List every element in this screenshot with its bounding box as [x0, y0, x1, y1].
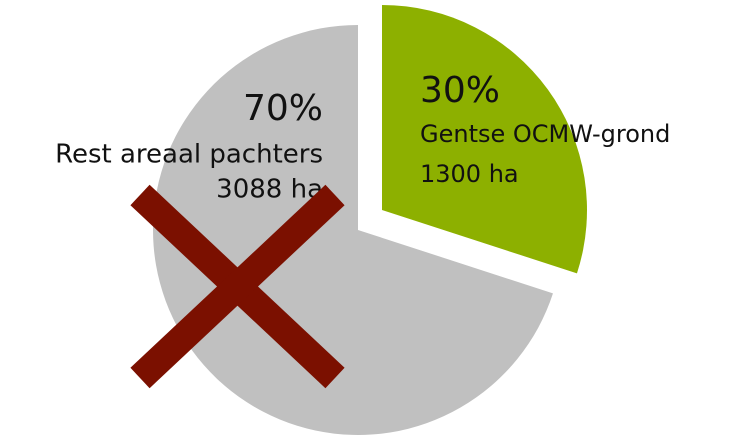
value-label: 30% [420, 70, 500, 111]
value-label: 70% [243, 88, 323, 129]
pie-slice [382, 5, 587, 274]
area-label: 1300 ha [420, 160, 519, 188]
category-label: Rest areaal pachters [55, 140, 323, 170]
area-label: 3088 ha [216, 175, 323, 205]
pie-slice [153, 25, 553, 435]
category-label: Gentse OCMW-grond [420, 120, 670, 148]
cross-stroke [130, 184, 345, 389]
